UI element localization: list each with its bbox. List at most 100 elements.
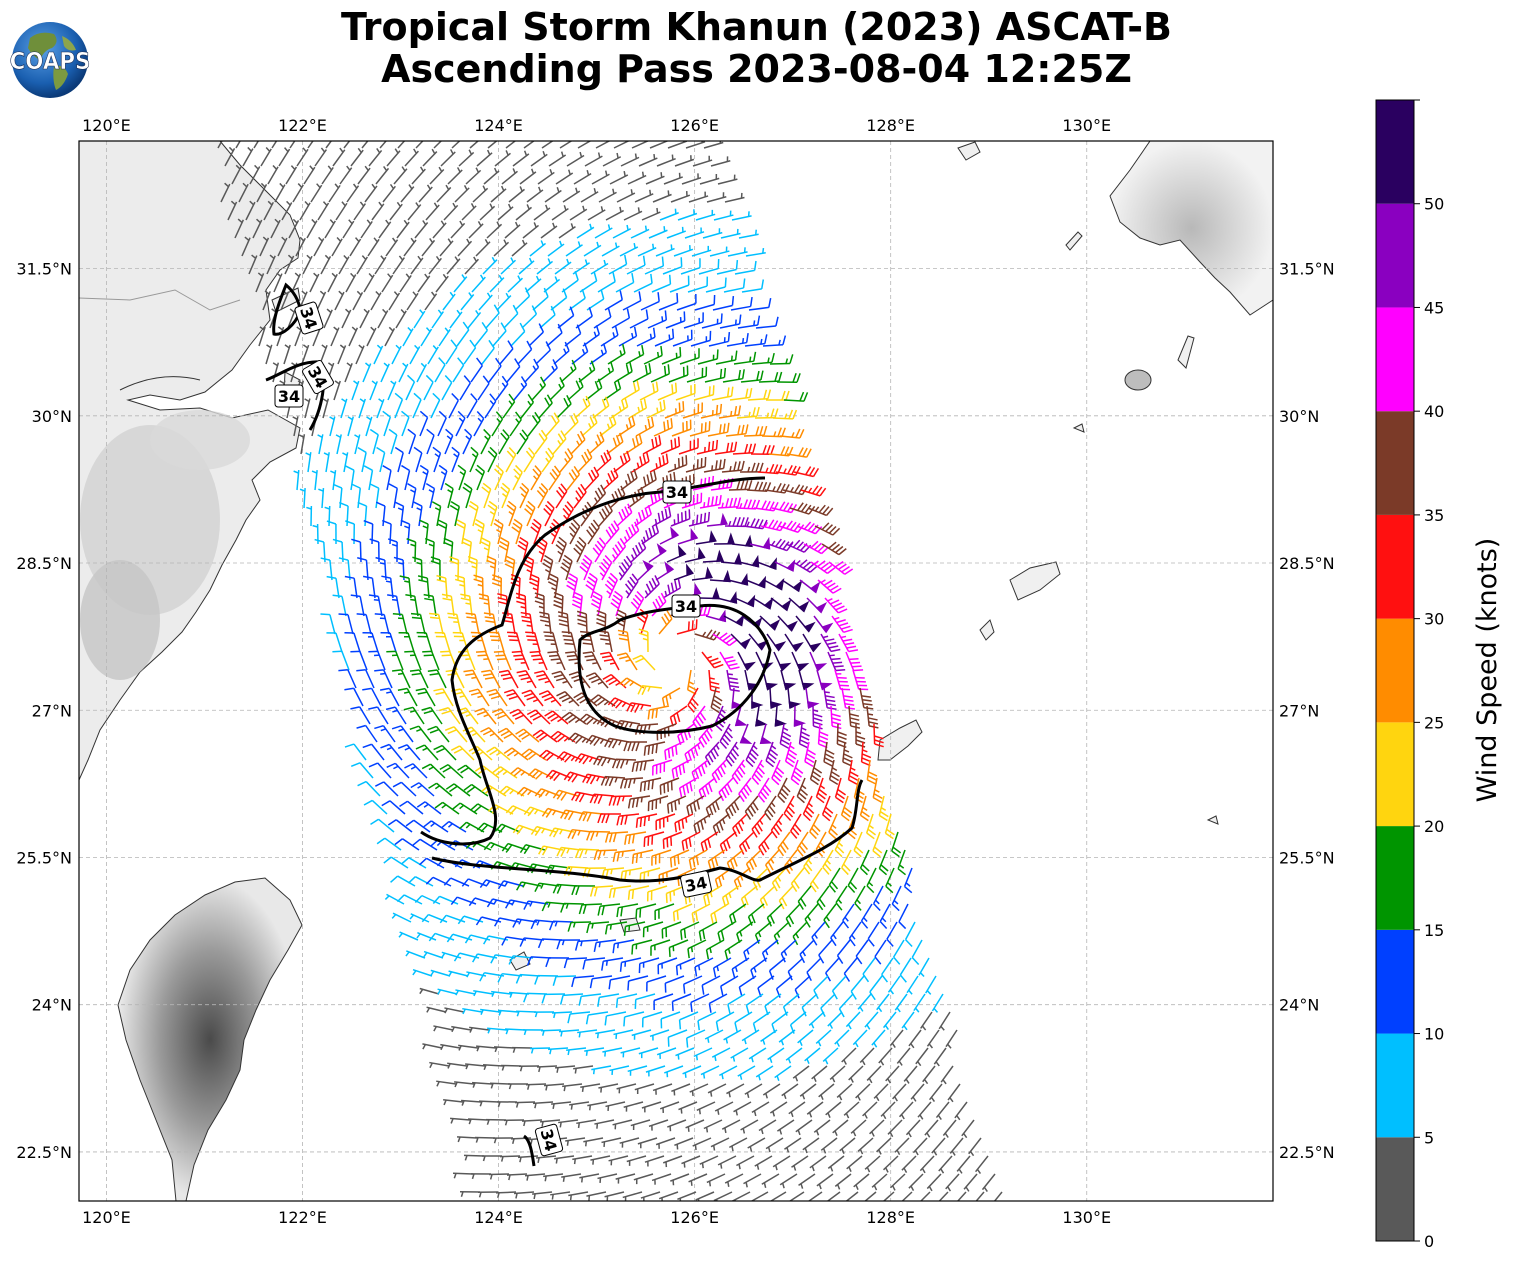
wind-barb — [444, 482, 454, 509]
wind-barb — [517, 340, 533, 365]
wind-barb — [344, 362, 353, 383]
wind-barb — [443, 202, 459, 221]
wind-barb — [585, 378, 603, 401]
wind-barb — [307, 141, 314, 149]
wind-barb — [402, 326, 414, 347]
coaps-logo-icon: COAPS — [10, 22, 90, 98]
goto-island — [957, 141, 981, 161]
daito-island — [1206, 815, 1219, 825]
wind-barb — [404, 148, 419, 167]
wind-barb — [253, 141, 260, 149]
wind-barb — [371, 201, 385, 221]
wind-barb — [559, 141, 573, 149]
wind-barb — [238, 182, 249, 203]
wind-barb — [481, 339, 495, 365]
wind-barb — [731, 211, 752, 221]
wind-barb — [569, 205, 588, 221]
wind-barb — [318, 487, 325, 509]
wind-barb — [583, 241, 602, 257]
wind-barb — [379, 141, 388, 149]
wind-barb — [571, 342, 589, 365]
wind-barb — [407, 428, 417, 455]
wind-barb — [733, 351, 757, 365]
wind-barb — [317, 201, 330, 221]
wind-barb — [504, 221, 521, 239]
wind-barb — [376, 398, 385, 419]
wind-barb — [557, 306, 575, 329]
wind-barb — [599, 414, 617, 437]
wind-barb — [561, 270, 579, 293]
wind-barb — [534, 429, 548, 455]
wind-barb — [394, 392, 404, 419]
wind-barb — [487, 500, 498, 527]
wind-barb — [704, 367, 727, 383]
wind-barb — [472, 185, 489, 203]
wind-barb — [577, 448, 593, 473]
wind-barb — [659, 208, 679, 221]
wind-barb — [778, 520, 805, 533]
wind-barb — [429, 166, 445, 185]
wind-barb — [277, 236, 288, 257]
wind-barb — [427, 345, 439, 365]
wind-barb — [460, 292, 475, 311]
wind-barb — [591, 170, 610, 185]
wind-barb — [674, 155, 695, 167]
wind-barb — [570, 430, 586, 455]
wind-barb — [576, 223, 595, 239]
wind-barb — [743, 425, 768, 437]
wind-barb — [410, 255, 424, 275]
colorbar-bin-10-15 — [1376, 929, 1414, 1034]
title-line-2: Ascending Pass 2023-08-04 12:25Z — [381, 47, 1132, 91]
wind-barb — [728, 480, 753, 491]
wind-barb — [595, 141, 611, 149]
wind-barb — [776, 373, 801, 384]
wind-barb — [352, 290, 364, 311]
wind-barb — [224, 146, 236, 167]
wind-barb — [741, 279, 765, 293]
wind-barb — [567, 377, 584, 401]
wind-barb — [700, 403, 723, 419]
wind-barb — [345, 272, 357, 293]
wind-barb — [620, 153, 640, 167]
wind-barb — [640, 292, 660, 311]
wind-barb — [466, 393, 478, 419]
wind-barb — [738, 229, 759, 239]
wind-barb — [647, 310, 668, 329]
wind-barb — [775, 465, 801, 476]
wind-barb — [537, 168, 555, 185]
wind-barb — [522, 222, 540, 239]
wind-barb — [789, 502, 816, 515]
wind-barb — [699, 495, 722, 509]
colorbar-tick-8: 40 — [1424, 402, 1444, 421]
wind-barb — [649, 141, 669, 149]
wind-barb — [296, 147, 309, 167]
colorbar-ticks: 0 5 10 15 20 25 30 35 40 45 50 — [1414, 99, 1444, 1251]
wind-barb — [523, 141, 536, 149]
wind-barb — [330, 470, 337, 491]
wind-barb — [711, 386, 734, 401]
wind-barb — [629, 309, 649, 329]
wind-barb — [446, 256, 461, 275]
wind-barb — [316, 290, 327, 311]
wind-barb — [706, 512, 729, 527]
wind-barb — [339, 165, 353, 185]
wind-barb — [619, 243, 639, 257]
wind-barb — [434, 357, 446, 383]
colorbar-bins — [1376, 100, 1414, 1241]
colorbar-bin-25-30 — [1376, 618, 1414, 723]
wind-barb — [673, 245, 694, 257]
wind-barb — [716, 259, 739, 275]
wind-barb — [295, 236, 306, 257]
wind-barb — [602, 152, 622, 167]
wind-barb — [623, 207, 643, 221]
wind-barb — [710, 156, 731, 167]
wind-barb — [420, 327, 433, 347]
wind-barb — [361, 141, 369, 149]
wind-barb — [744, 334, 768, 347]
wind-barb — [679, 348, 700, 365]
wind-barb — [482, 256, 498, 275]
colorbar-tick-0: 0 — [1424, 1232, 1434, 1251]
wind-barb — [357, 165, 371, 185]
wind-barb — [639, 381, 659, 401]
wind-barb — [616, 503, 633, 527]
